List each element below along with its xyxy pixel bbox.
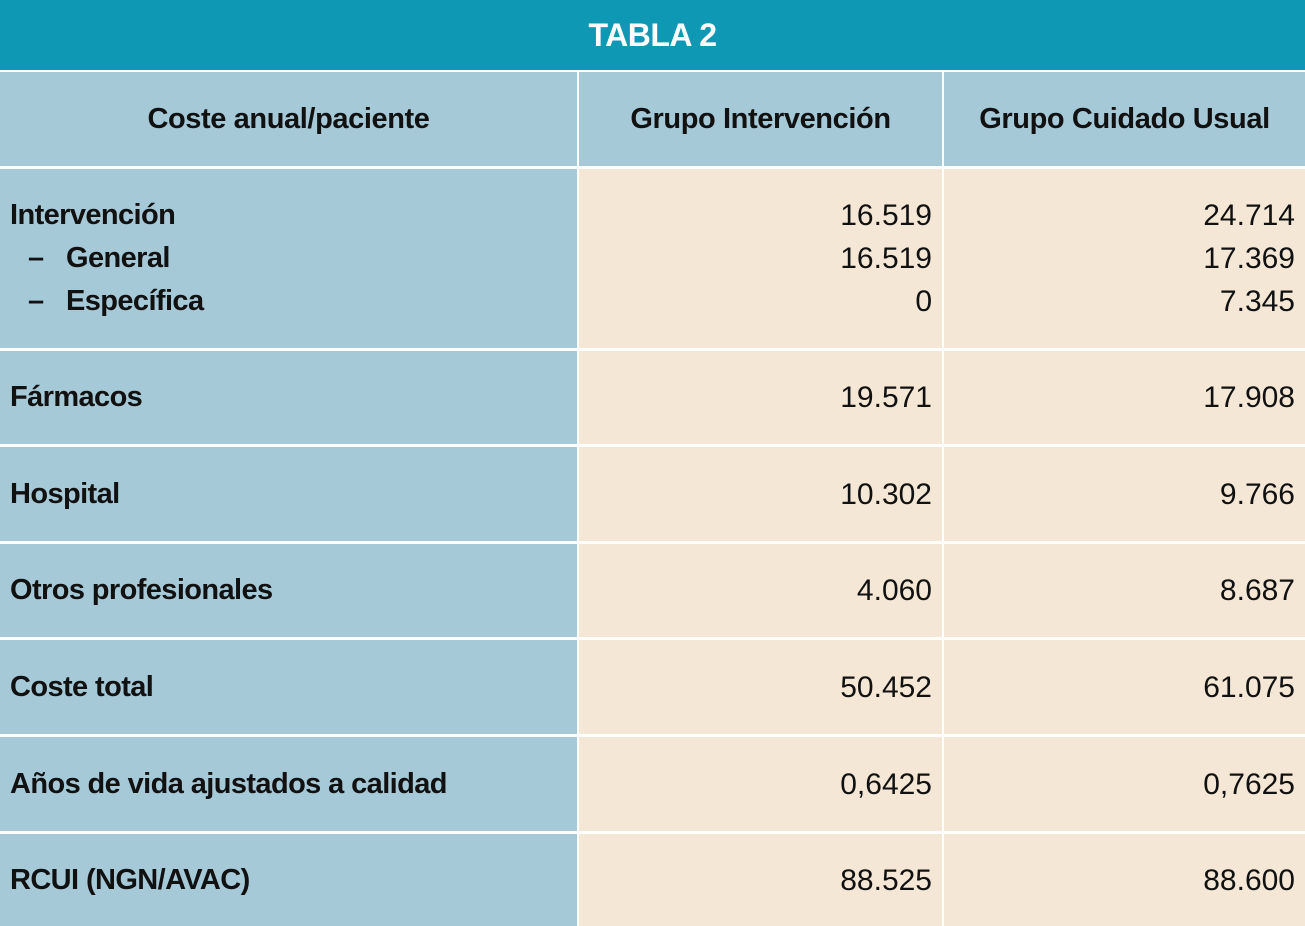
- table-title: TABLA 2: [0, 0, 1305, 70]
- row-label: Años de vida ajustados a calidad: [0, 737, 577, 831]
- label-intervention: Intervención: [10, 199, 176, 231]
- label-text: Específica: [66, 285, 204, 317]
- value: 0: [915, 285, 932, 318]
- value: 24.714: [1203, 199, 1295, 232]
- value: 7.345: [1219, 285, 1295, 318]
- header-intervention-group: Grupo Intervención: [579, 72, 942, 166]
- cell-usual-group: 61.075: [944, 640, 1305, 734]
- header-cost: Coste anual/paciente: [0, 72, 577, 166]
- cell-intervention-group: 50.452: [579, 640, 942, 734]
- cell-intervention-group: 88.525: [579, 834, 942, 926]
- cell-usual-group: 88.600: [944, 834, 1305, 926]
- row-label: RCUI (NGN/AVAC): [0, 834, 577, 926]
- cell-usual-group: 24.714 17.369 7.345: [944, 169, 1305, 348]
- cell-usual-group: 9.766: [944, 447, 1305, 541]
- cell-intervention-group: 4.060: [579, 544, 942, 637]
- cell-usual-group: 17.908: [944, 351, 1305, 444]
- value: 17.369: [1203, 242, 1295, 275]
- label-general: – General: [10, 237, 577, 280]
- row-label: Otros profesionales: [0, 544, 577, 637]
- dash: –: [28, 242, 44, 274]
- dash: –: [28, 285, 44, 317]
- header-usual-care-group: Grupo Cuidado Usual: [944, 72, 1305, 166]
- cell-usual-group: 0,7625: [944, 737, 1305, 831]
- value: 16.519: [840, 242, 932, 275]
- label-specific: – Específica: [10, 280, 577, 323]
- cell-usual-group: 8.687: [944, 544, 1305, 637]
- row-label: Hospital: [0, 447, 577, 541]
- row-label: Fármacos: [0, 351, 577, 444]
- cell-intervention-group: 10.302: [579, 447, 942, 541]
- cell-intervention-group: 19.571: [579, 351, 942, 444]
- row-label: Coste total: [0, 640, 577, 734]
- cell-intervention-group: 0,6425: [579, 737, 942, 831]
- value: 16.519: [840, 199, 932, 232]
- row-label-intervention: Intervención – General – Específica: [0, 169, 577, 348]
- cell-intervention-group: 16.519 16.519 0: [579, 169, 942, 348]
- label-text: General: [66, 242, 170, 274]
- cost-table: Coste anual/paciente Grupo Intervención …: [0, 72, 1305, 926]
